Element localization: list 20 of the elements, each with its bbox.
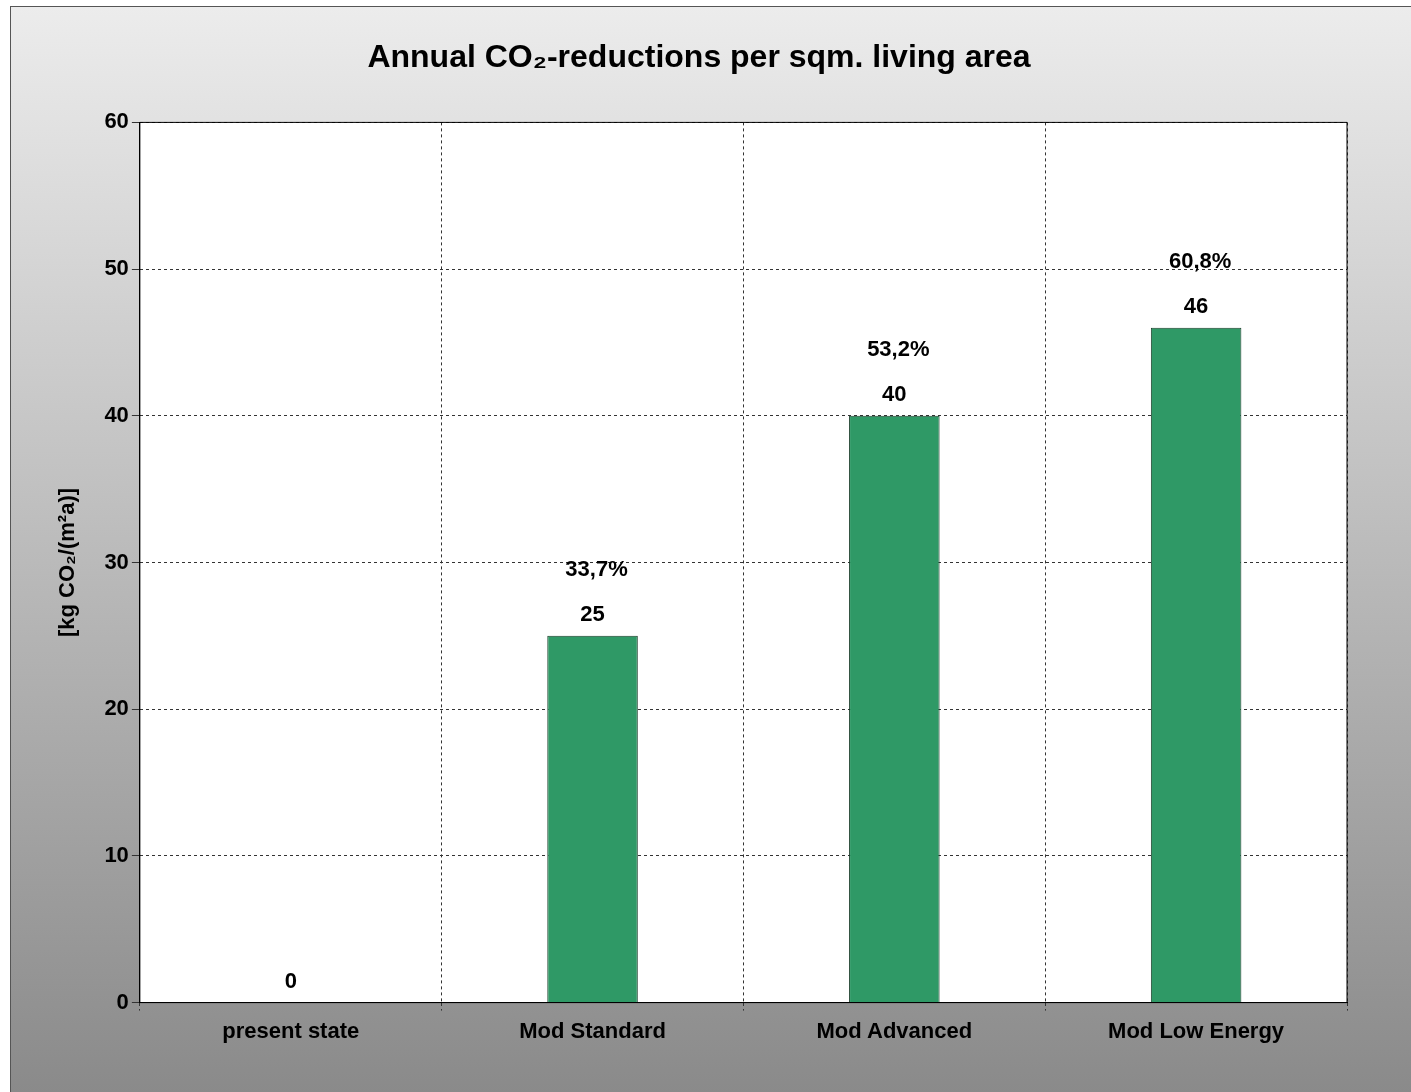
annotation: 53,2% (867, 335, 930, 361)
y-tick-label: 60 (104, 108, 129, 134)
y-tick-label: 50 (104, 255, 129, 281)
y-tick-label: 20 (104, 695, 129, 721)
x-tick-label: present state (222, 1017, 360, 1043)
annotation: 33,7% (565, 555, 628, 581)
y-axis-title: [kg CO₂/(m²a)] (54, 487, 80, 638)
y-tick-label: 0 (116, 988, 129, 1014)
y-tick-label: 30 (104, 548, 129, 574)
data-label: 25 (580, 600, 605, 626)
x-tick-label: Mod Standard (519, 1017, 666, 1043)
y-tick-label: 10 (104, 841, 129, 867)
annotation: 60,8% (1168, 247, 1232, 273)
data-label: 40 (882, 380, 907, 406)
chart-title: Annual CO₂-reductions per sqm. living area (367, 38, 1031, 75)
y-tick-label: 40 (104, 401, 129, 427)
data-label: 0 (284, 967, 297, 993)
x-tick-label: Mod Low Energy (1108, 1017, 1285, 1043)
data-label: 46 (1183, 292, 1209, 318)
x-tick-label: Mod Advanced (816, 1017, 973, 1043)
